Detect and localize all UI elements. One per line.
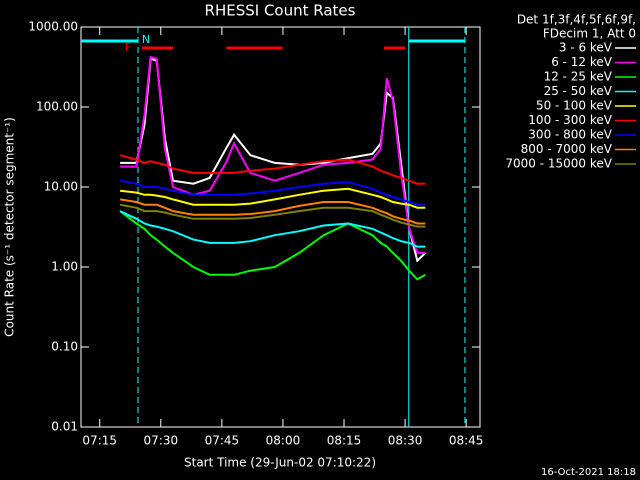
flag-label: F	[125, 41, 131, 54]
legend-label: 7000 - 15000 keV	[505, 157, 612, 171]
series-line	[119, 210, 426, 281]
legend-label: 300 - 800 keV	[528, 128, 612, 142]
footer: 16-Oct-2021 18:18	[541, 467, 636, 478]
y-tick-label: 1.00	[51, 260, 78, 274]
legend-header: FDecim 1, Att 0	[543, 27, 636, 41]
x-tick-label: 07:45	[205, 434, 240, 448]
x-tick-label: 08:00	[266, 434, 301, 448]
x-tick-label: 07:15	[82, 434, 117, 448]
y-tick-label: 0.01	[51, 420, 78, 434]
legend-label: 50 - 100 keV	[536, 99, 613, 113]
y-tick-label: 1000.00	[28, 20, 78, 34]
x-tick-label: 08:15	[327, 434, 362, 448]
x-tick-label: 08:45	[449, 434, 484, 448]
y-axis-label: Count Rate (s⁻¹ detector segment⁻¹)	[3, 117, 17, 337]
legend-header: Det 1f,3f,4f,5f,6f,9f,	[517, 13, 636, 27]
y-tick-label: 100.00	[36, 100, 78, 114]
legend-label: 6 - 12 keV	[551, 55, 613, 69]
legend-label: 800 - 7000 keV	[521, 142, 613, 156]
series-line	[119, 154, 426, 185]
plot-frame	[80, 26, 481, 428]
series-line	[119, 210, 426, 248]
series-line	[119, 179, 426, 206]
x-axis-label: Start Time (29-Jun-02 07:10:22)	[184, 456, 376, 470]
legend-label: 25 - 50 keV	[544, 84, 613, 98]
x-tick-label: 07:30	[144, 434, 179, 448]
series-line	[119, 203, 426, 228]
y-tick-label: 0.10	[51, 340, 78, 354]
x-tick-label: 08:30	[388, 434, 423, 448]
y-tick-label: 10.00	[44, 180, 78, 194]
series-line	[120, 57, 427, 263]
chart-title: RHESSI Count Rates	[205, 2, 356, 20]
legend-label: 3 - 6 keV	[559, 41, 613, 55]
series-line	[119, 198, 426, 225]
series-line	[119, 187, 426, 209]
flag-label: N	[142, 33, 150, 46]
legend-label: 100 - 300 keV	[528, 113, 612, 127]
legend-label: 12 - 25 keV	[544, 70, 613, 84]
series-line	[120, 55, 426, 254]
